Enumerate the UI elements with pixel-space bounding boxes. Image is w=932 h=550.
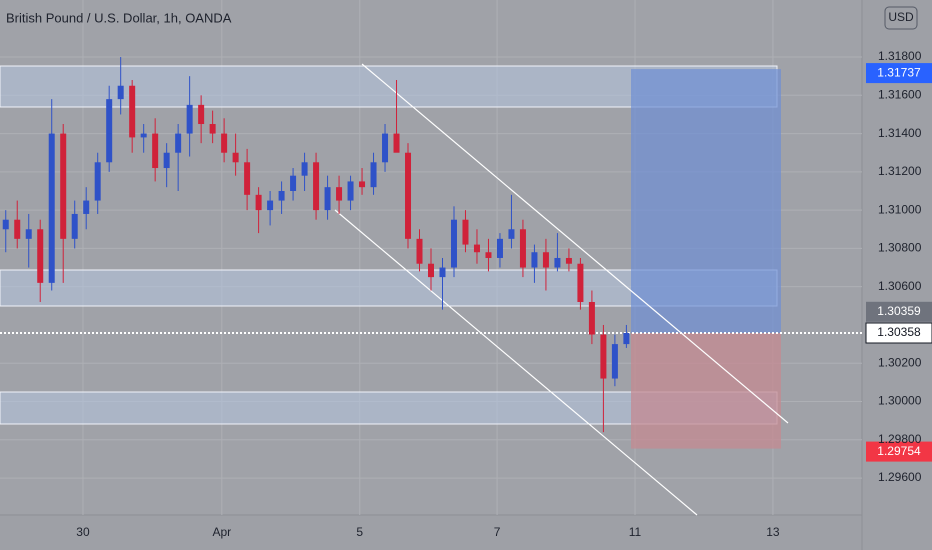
y-tick-label: 1.31200	[878, 164, 922, 178]
y-tick-label: 1.30200	[878, 355, 922, 369]
candle-body	[37, 229, 44, 283]
x-tick-label: 11	[629, 525, 642, 539]
price-tag-label: 1.30359	[877, 304, 921, 318]
candle-body	[163, 152, 170, 169]
candle-body	[278, 190, 285, 201]
candle-body	[336, 187, 343, 201]
candle-body	[554, 257, 561, 268]
candle-body	[611, 344, 618, 379]
candle-body	[623, 332, 630, 345]
y-tick-label: 1.29800	[878, 432, 922, 446]
price-tag-label: 1.30358	[877, 325, 921, 339]
candle-body	[428, 263, 434, 278]
candle-body	[106, 99, 113, 163]
x-tick-label: 7	[494, 525, 501, 539]
candle-body	[416, 238, 423, 264]
candle-body	[473, 244, 480, 253]
candle-body	[313, 162, 320, 211]
candle-body	[301, 162, 308, 176]
candle-body	[25, 229, 32, 239]
candle-body	[2, 219, 9, 230]
candle-body	[71, 213, 78, 239]
candle-body	[496, 238, 503, 258]
candle-body	[462, 219, 469, 245]
candle-body	[48, 133, 55, 283]
x-tick-label: 13	[766, 525, 780, 539]
channel-line	[334, 209, 698, 516]
y-tick-label: 1.31400	[878, 126, 922, 140]
stop-zone	[631, 332, 781, 449]
candle-body	[600, 334, 607, 379]
candle-body	[198, 104, 205, 125]
candle-body	[290, 175, 297, 191]
candle-body	[94, 162, 101, 201]
y-tick-label: 1.31000	[878, 202, 922, 216]
candle-body	[588, 301, 595, 335]
channel-line	[361, 63, 789, 424]
candle-body	[531, 252, 538, 268]
x-tick-label: 5	[356, 525, 363, 539]
candle-body	[439, 267, 446, 278]
chart-title: British Pound / U.S. Dollar, 1h, OANDA	[6, 10, 232, 25]
candle-body	[370, 162, 377, 188]
candle-body	[232, 152, 239, 163]
candle-body	[221, 133, 228, 153]
target-zone	[631, 69, 781, 333]
candle-body	[565, 257, 572, 264]
currency-button[interactable]	[884, 6, 918, 30]
candle-body	[152, 133, 159, 169]
price-tag-label: 1.29754	[877, 444, 921, 458]
candle-body	[542, 252, 549, 268]
candle-body	[255, 194, 262, 211]
y-tick-label: 1.31800	[878, 49, 922, 63]
y-tick-label: 1.30800	[878, 241, 922, 255]
candle-body	[244, 162, 251, 195]
x-tick-label: Apr	[212, 525, 231, 539]
y-tick-label: 1.29600	[878, 470, 922, 484]
candle-body	[485, 252, 492, 258]
candle-body	[393, 133, 400, 153]
price-tag	[865, 322, 932, 344]
candle-body	[140, 133, 147, 138]
candle-body	[508, 229, 515, 239]
price-tag	[866, 63, 932, 84]
x-tick-label: 30	[76, 525, 90, 539]
candle-body	[577, 263, 584, 302]
y-tick-label: 1.31600	[878, 87, 922, 101]
candle-body	[359, 181, 366, 188]
y-tick-label: 1.30000	[878, 394, 922, 408]
candle-body	[117, 85, 124, 100]
candle-body	[209, 124, 216, 134]
candle-body	[267, 200, 274, 211]
candle-body	[347, 181, 354, 201]
time-axis	[0, 515, 862, 550]
price-tag-label: 1.31737	[877, 65, 921, 79]
price-tag	[866, 301, 932, 322]
currency-label[interactable]: USD	[888, 10, 914, 24]
candle-body	[382, 133, 389, 163]
candle-body	[175, 133, 182, 153]
price-tag	[866, 441, 932, 462]
candle-body	[14, 219, 21, 239]
candle-body	[186, 104, 193, 134]
candle-body	[519, 229, 526, 268]
candle-body	[83, 200, 90, 214]
candle-body	[324, 187, 331, 211]
candle-body	[450, 219, 457, 268]
candle-body	[60, 133, 67, 239]
candle-body	[129, 85, 136, 138]
y-tick-label: 1.30600	[878, 279, 922, 293]
candle-body	[405, 152, 412, 239]
